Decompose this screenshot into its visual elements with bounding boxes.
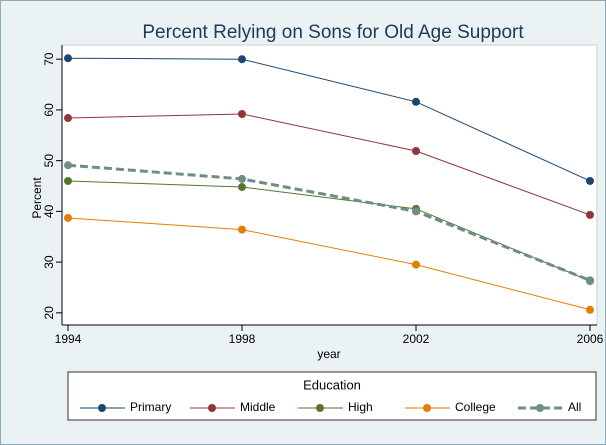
- legend-label: Primary: [130, 400, 171, 414]
- legend-title: Education: [303, 377, 361, 392]
- legend-label: Middle: [240, 400, 276, 414]
- y-tick-label: 60: [42, 103, 56, 117]
- x-tick-label: 2006: [577, 332, 604, 346]
- data-point: [586, 276, 594, 285]
- data-point: [412, 207, 420, 216]
- legend-label: All: [568, 400, 581, 414]
- series-line: [67, 217, 591, 311]
- legend-marker: [316, 404, 324, 412]
- data-point: [412, 260, 420, 269]
- x-tick-label: 1998: [229, 332, 256, 346]
- series-line: [67, 57, 591, 182]
- data-point: [586, 305, 594, 314]
- data-point: [64, 54, 72, 63]
- data-point: [586, 176, 594, 185]
- x-tick-label: 1994: [55, 332, 82, 346]
- data-point: [64, 213, 72, 222]
- x-axis-label: year: [317, 347, 340, 361]
- legend-marker: [98, 404, 106, 412]
- y-tick-label: 50: [42, 154, 56, 168]
- data-point: [64, 114, 72, 123]
- y-tick-label: 20: [42, 306, 56, 320]
- legend: [67, 371, 597, 421]
- chart-title: Percent Relying on Sons for Old Age Supp…: [142, 22, 524, 43]
- legend-label: College: [455, 400, 496, 414]
- data-point: [238, 174, 246, 183]
- y-tick-label: 70: [42, 52, 56, 66]
- data-point: [412, 147, 420, 156]
- data-point: [586, 210, 594, 219]
- y-tick-label: 40: [42, 204, 56, 218]
- series-line: [67, 113, 591, 216]
- legend-marker: [536, 404, 544, 412]
- data-point: [238, 183, 246, 192]
- series-line: [67, 163, 591, 282]
- data-point: [64, 161, 72, 170]
- plot-area: [61, 44, 598, 326]
- y-axis-label: Percent: [30, 177, 44, 219]
- data-point: [412, 97, 420, 106]
- data-point: [64, 176, 72, 185]
- data-point: [238, 109, 246, 118]
- data-point: [238, 225, 246, 234]
- legend-marker: [208, 404, 216, 412]
- x-tick-label: 2002: [403, 332, 430, 346]
- y-tick-label: 30: [42, 255, 56, 269]
- legend-marker: [423, 404, 431, 412]
- legend-label: High: [348, 400, 373, 414]
- data-point: [238, 55, 246, 64]
